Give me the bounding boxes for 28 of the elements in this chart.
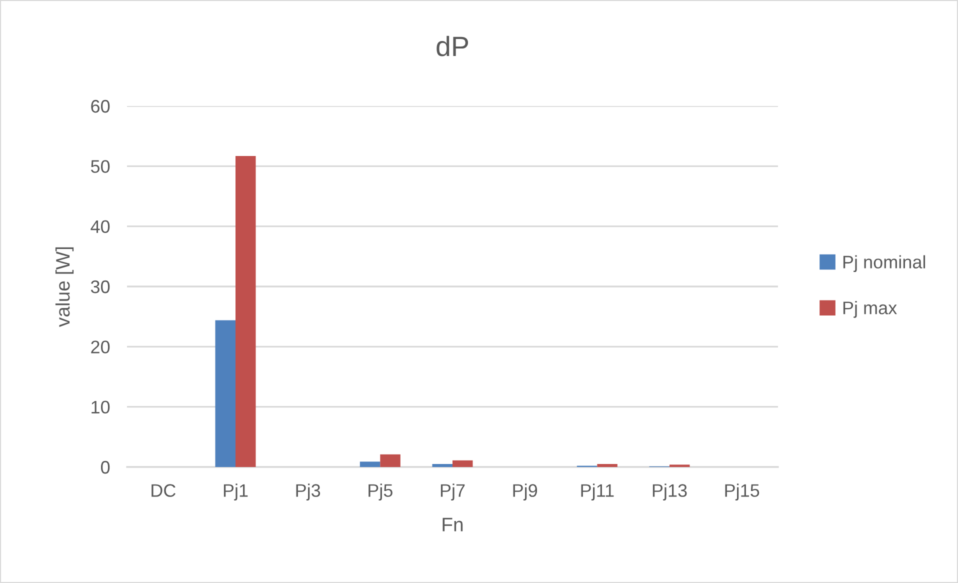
y-tick-label: 30 [90, 280, 110, 294]
legend-label: Pj nominal [843, 255, 926, 272]
chart-title: dP [436, 36, 468, 56]
bar [597, 464, 618, 467]
y-tick-label: 10 [92, 400, 110, 414]
y-tick-label: 40 [90, 220, 110, 234]
x-tick-label: Pj7 [440, 484, 465, 500]
x-tick-label: DC [152, 484, 176, 497]
x-tick-label: Pj15 [725, 484, 760, 500]
bar [380, 454, 400, 467]
y-tick-label: 0 [101, 460, 110, 474]
y-tick-label: 50 [90, 160, 110, 173]
x-tick-label: Pj5 [368, 484, 392, 500]
x-tick-label: Pj1 [224, 484, 248, 500]
y-tick-label: 60 [91, 100, 110, 113]
x-tick-label: Pj11 [581, 484, 614, 500]
bar [432, 464, 452, 467]
x-tick-label: Pj3 [296, 484, 320, 500]
x-tick-label: Pj9 [513, 484, 538, 500]
bar [360, 462, 380, 467]
y-axis-title: value [W] [55, 247, 74, 327]
x-axis-title: Fn [442, 518, 463, 532]
x-tick-label: Pj13 [652, 484, 687, 500]
bar [236, 156, 256, 467]
y-tick-label: 20 [91, 340, 110, 354]
bar [215, 320, 236, 467]
legend-label: Pj max [843, 301, 897, 318]
bar [452, 460, 473, 467]
